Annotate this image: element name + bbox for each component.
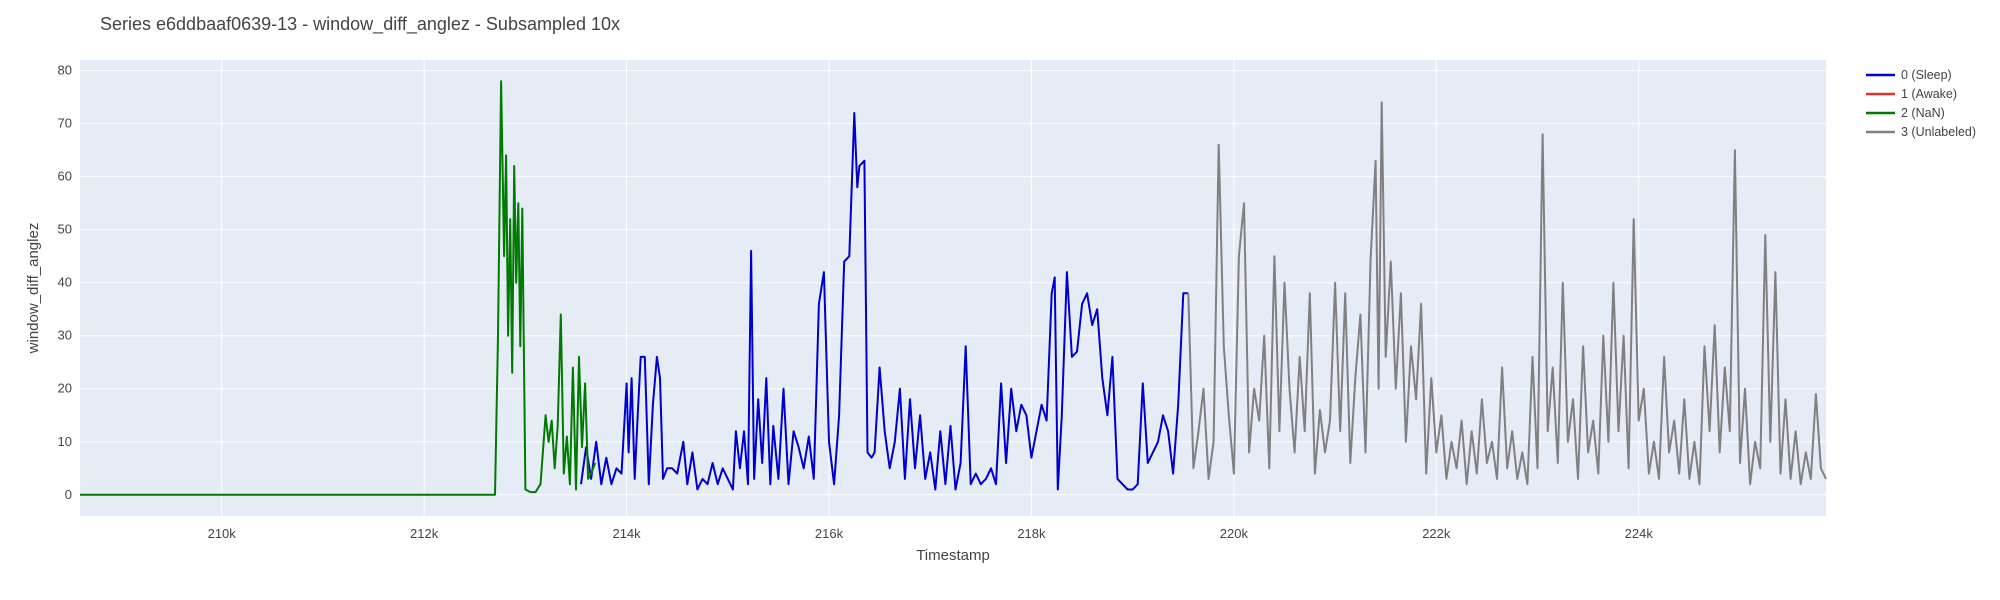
x-axis-title: Timestamp (916, 547, 990, 564)
y-tick-label: 80 (58, 63, 72, 78)
y-tick-label: 20 (58, 381, 72, 396)
y-axis-title: window_diff_anglez (25, 223, 42, 355)
x-tick-label: 220k (1220, 526, 1249, 541)
plot-area (80, 60, 1826, 516)
legend-label: 0 (Sleep) (1901, 68, 1952, 82)
series-lines (80, 80, 1827, 496)
y-tick-label: 70 (58, 116, 72, 131)
y-tick-label: 40 (58, 275, 72, 290)
x-tick-label: 218k (1017, 526, 1046, 541)
x-tick-label: 224k (1625, 526, 1654, 541)
series-line-2 (80, 80, 597, 496)
x-tick-label: 212k (410, 526, 439, 541)
y-tick-label: 10 (58, 434, 72, 449)
legend: 0 (Sleep) 1 (Awake) 2 (NaN) 3 (Unlabeled) (1866, 68, 1976, 139)
x-tick-label: 222k (1422, 526, 1451, 541)
series-line-3 (1187, 101, 1827, 486)
legend-label: 2 (NaN) (1901, 106, 1945, 120)
y-tick-label: 60 (58, 169, 72, 184)
y-tick-label: 50 (58, 222, 72, 237)
x-tick-label: 210k (208, 526, 237, 541)
x-tick-label: 214k (612, 526, 641, 541)
legend-label: 3 (Unlabeled) (1901, 125, 1976, 139)
y-tick-label: 30 (58, 328, 72, 343)
x-tick-label: 216k (815, 526, 844, 541)
legend-label: 1 (Awake) (1901, 87, 1957, 101)
axis-ticks: 210k 212k 214k 216k 218k 220k 222k 224k 0 10 20 30 4… (58, 63, 1654, 541)
chart-title: Series e6ddbaaf0639-13 - window_diff_ang… (100, 14, 620, 35)
y-tick-label: 0 (65, 487, 72, 502)
series-line-0 (580, 112, 1189, 491)
